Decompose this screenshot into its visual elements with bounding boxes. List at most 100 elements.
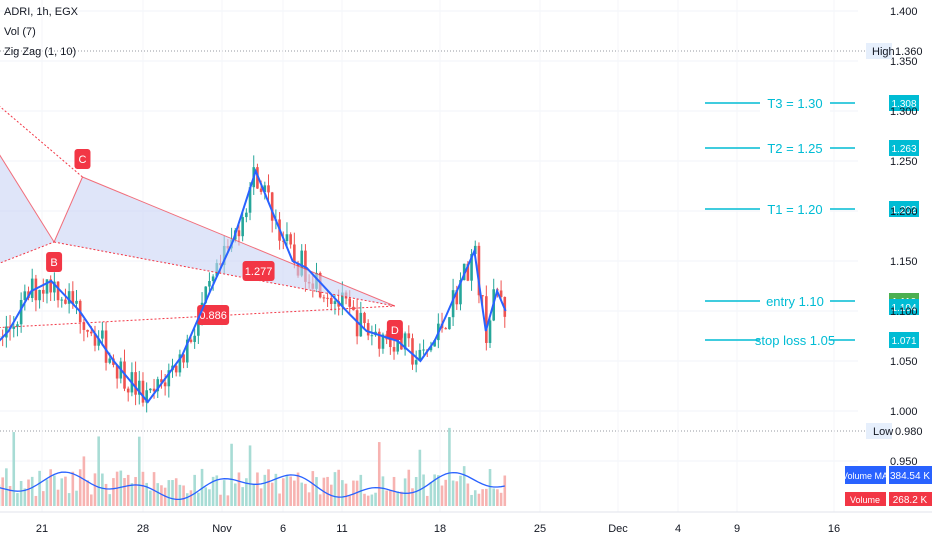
candle-body [337, 301, 340, 307]
volume-bar [89, 494, 93, 506]
volume-bar [381, 476, 385, 506]
candle-body [485, 296, 488, 343]
level-label-bg [760, 139, 830, 157]
volume-bar [97, 436, 100, 506]
candle-body [348, 298, 352, 307]
volume-bar [499, 492, 503, 506]
zigzag-indicator-label[interactable]: Zig Zag (1, 10) [4, 46, 77, 58]
volume-bar [241, 487, 244, 506]
volume-bar [503, 475, 507, 506]
price-tag: 1.104 [891, 303, 916, 314]
volume-bar [141, 471, 145, 506]
high-label-bg [866, 43, 892, 59]
vol-indicator-label[interactable]: Vol (7) [4, 26, 36, 38]
candle-body [101, 330, 104, 339]
candle-body [197, 318, 200, 336]
volume-bar [182, 485, 185, 506]
volume-bar [60, 478, 64, 506]
candle-body [455, 290, 459, 305]
volume-bar [293, 480, 296, 506]
volume-bar [230, 443, 233, 506]
time-tick: 28 [137, 523, 149, 535]
pattern-ratio-line [0, 241, 55, 264]
price-tick: 1.100 [890, 306, 918, 318]
ratio-label: 0.886 [199, 310, 227, 322]
candle-body [49, 279, 52, 293]
candle-body [381, 334, 385, 349]
volume-bar [219, 494, 222, 506]
symbol-title[interactable]: ADRI, 1h, EGX [4, 6, 78, 18]
high-value: 1.360 [895, 46, 923, 58]
grid [0, 10, 870, 462]
trade-levels: T3 = 1.30 1.308 T2 = 1.25 1.263 T1 = 1.20 1.2… [705, 94, 919, 349]
volume-bar [45, 479, 49, 506]
candle-body [75, 300, 78, 304]
level-label-bg [760, 292, 830, 310]
level-label-bg [760, 331, 830, 349]
volume-bar [285, 475, 289, 506]
candle-body [145, 390, 148, 403]
volume-bar [5, 468, 8, 506]
candle-body [407, 333, 411, 339]
candle-body [64, 299, 67, 304]
candle-body [156, 379, 160, 392]
volume-bar [407, 469, 411, 506]
level-label-bg [760, 94, 830, 112]
candle-body [459, 280, 462, 305]
volume-bar [370, 494, 374, 506]
candle-body [189, 339, 193, 342]
candle-body [97, 338, 100, 346]
volume-bar [160, 485, 163, 506]
candle-body [241, 217, 244, 237]
level-tag-bg [889, 95, 919, 111]
point-label-bg [386, 320, 403, 340]
time-tick: 18 [434, 523, 446, 535]
volume-bar [19, 480, 23, 506]
ratio-label-bg [197, 305, 230, 325]
volume-bar [304, 483, 307, 506]
volume-bar [41, 491, 45, 506]
pattern-xab [0, 155, 55, 264]
volume-bar [348, 495, 352, 506]
volume-ma-value: 384.54 K [890, 471, 930, 482]
candle-body [414, 360, 418, 365]
candle-body [67, 291, 71, 304]
candle-body [38, 289, 41, 301]
volume-bar [49, 469, 52, 506]
volume-ma-value-bg [889, 466, 932, 484]
volume-bar [485, 488, 488, 506]
volume-bar [64, 476, 67, 506]
candle-body [71, 291, 75, 304]
pattern-ratio-line [0, 105, 83, 178]
candle-body [267, 185, 270, 193]
candle-body [444, 328, 448, 330]
volume-bar [104, 483, 108, 506]
volume-bar [451, 480, 455, 506]
volume-bar [248, 445, 252, 506]
volume-bar [126, 474, 130, 506]
level-label-T1: T1 = 1.20 [767, 202, 822, 217]
volume-ma-label: Volume MA [842, 471, 888, 481]
time-tick: Dec [608, 523, 628, 535]
price-tick: 0.950 [890, 456, 918, 468]
volume-bar [101, 473, 104, 506]
volume-bar [318, 494, 322, 506]
volume-bar [337, 469, 340, 506]
pattern-bcd [54, 177, 395, 306]
volume-bar [385, 490, 388, 506]
candle-body [477, 245, 481, 296]
axes: 1.400 1.350 1.300 1.250 1.200 1.150 1.100 1.050… [0, 6, 932, 535]
volume-bar [34, 495, 38, 506]
volume-bar [53, 475, 56, 506]
volume-bar [12, 432, 16, 506]
candle-body [363, 312, 366, 324]
level-tag-T2: 1.263 [891, 144, 916, 155]
high-label: High [872, 46, 895, 58]
candle-body [193, 335, 196, 342]
price-tick: 1.350 [890, 56, 918, 68]
volume-bar [448, 427, 451, 506]
volume-bar [27, 479, 30, 506]
volume-bar [389, 490, 392, 506]
volume-bar [108, 494, 112, 506]
